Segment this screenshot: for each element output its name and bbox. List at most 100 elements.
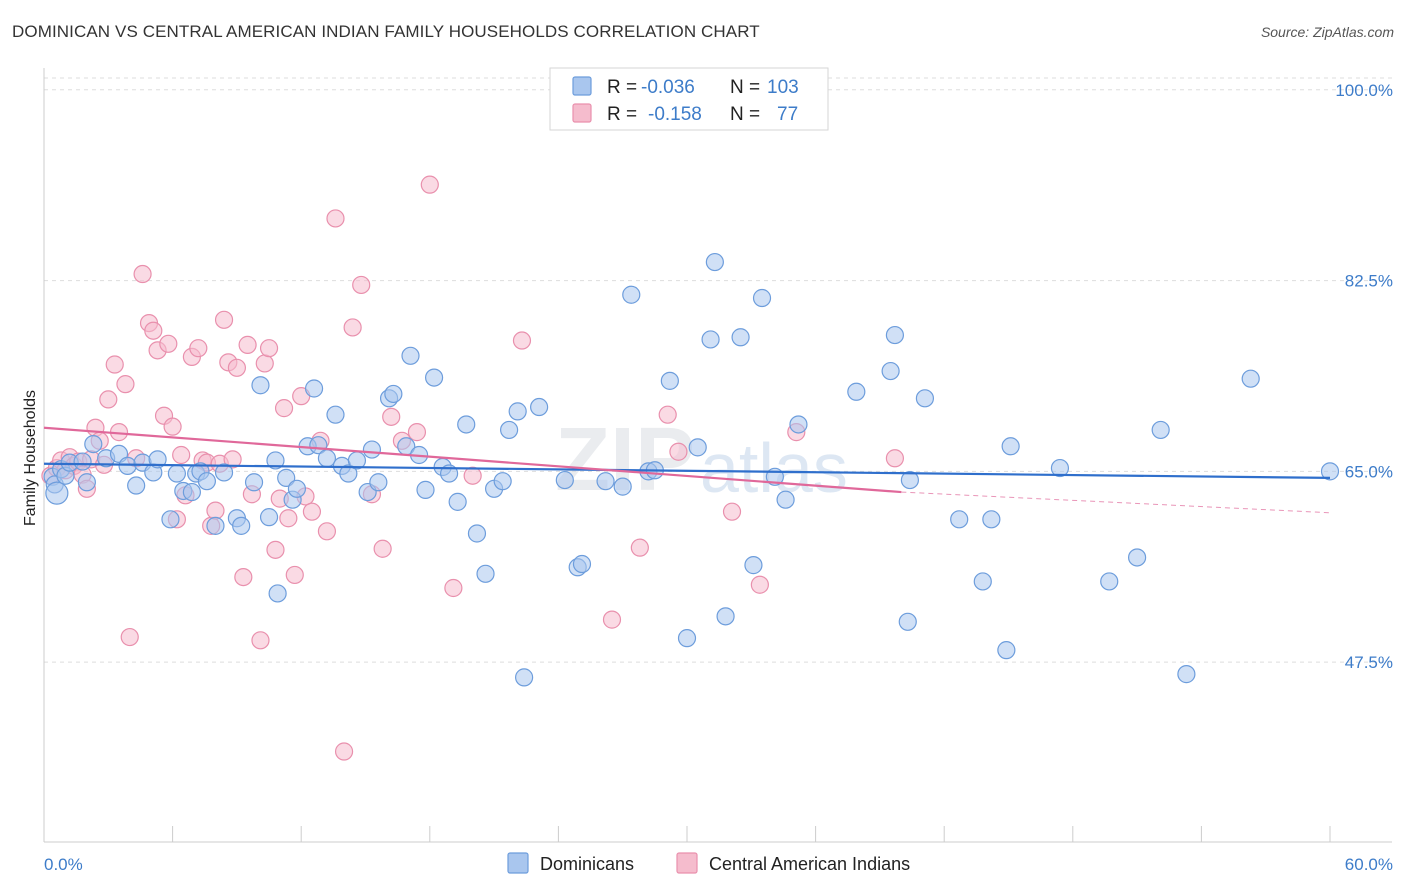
dominicans-point-51 [416, 480, 435, 499]
dominicans-point-90 [915, 389, 935, 408]
central-american-indians-point-40 [234, 567, 253, 587]
dominicans-point-83 [776, 490, 795, 509]
dominicans-point-15 [148, 450, 167, 469]
legend-r-label-0: R = [607, 77, 637, 98]
central-american-indians-point-76 [885, 449, 905, 468]
dominicans-point-17 [167, 464, 186, 483]
dominicans-point-76 [701, 330, 720, 349]
central-american-indians-point-64 [407, 423, 427, 442]
axes [43, 68, 1392, 843]
central-american-indians-point-55 [317, 522, 337, 541]
dominicans-point-57 [467, 524, 487, 543]
central-american-indians-point-50 [285, 565, 304, 585]
central-american-indians-point-62 [382, 407, 401, 426]
dominicans-point-19 [182, 482, 201, 502]
dominicans-point-64 [530, 397, 549, 417]
central-american-indians-point-25 [163, 417, 182, 436]
central-american-indians-point-70 [630, 538, 649, 557]
dominicans-point-97 [1100, 572, 1119, 591]
legend-n-label-0: N = [730, 77, 760, 98]
dominicans-point-49 [401, 346, 420, 365]
legend-n-value-1: 77 [777, 104, 798, 125]
dominicans-point-94 [997, 641, 1016, 660]
dominicans-point-16 [161, 510, 180, 529]
dominicans-point-12 [127, 476, 146, 495]
bottom-legend-swatch-central-american-indians [676, 852, 698, 874]
dominicans-point-62 [508, 402, 527, 421]
dominicans-point-7 [77, 473, 96, 492]
y-tick-label-1: 65.0% [1345, 462, 1393, 481]
x-tick-label-0: 0.0% [44, 855, 83, 874]
dominicans-point-38 [317, 449, 337, 468]
dominicans-point-56 [457, 415, 476, 434]
dominicans-point-92 [973, 572, 992, 591]
dominicans-point-55 [448, 492, 467, 511]
dominicans-point-79 [731, 328, 750, 347]
dominicans-point-84 [789, 415, 808, 434]
stats-legend: R = -0.036 N = 103 R = -0.158 N = 77 [549, 67, 829, 131]
central-american-indians-point-61 [373, 539, 392, 558]
dominicans-point-102 [1320, 462, 1340, 481]
y-tick-label-2: 82.5% [1345, 272, 1393, 291]
central-american-indians-point-66 [444, 578, 463, 598]
dominicans-point-34 [287, 479, 307, 498]
dominicans-point-95 [1001, 437, 1020, 456]
dominicans-point-98 [1127, 548, 1147, 567]
dominicans-point-63 [515, 668, 534, 687]
dominicans-point-44 [362, 440, 382, 459]
legend-swatch-central-american-indians [572, 103, 592, 123]
dominicans-point-39 [326, 405, 345, 424]
central-american-indians-point-73 [722, 502, 742, 521]
dominicans-point-88 [898, 612, 917, 631]
dominicans-point-89 [900, 470, 920, 490]
central-american-indians-point-71 [658, 405, 677, 424]
dominicans-point-61 [500, 420, 519, 440]
x-tick-label-1: 60.0% [1345, 855, 1393, 874]
dominicans-point-78 [716, 607, 735, 626]
central-american-indians-point-19 [133, 264, 152, 284]
legend-swatch-dominicans [572, 76, 592, 96]
dominicans-point-47 [384, 384, 403, 404]
central-american-indians-trend-extension [901, 491, 1331, 514]
dominicans-point-99 [1151, 420, 1170, 440]
chart-title: DOMINICAN VS CENTRAL AMERICAN INDIAN FAM… [12, 22, 760, 41]
central-american-indians-point-65 [420, 175, 439, 194]
dominicans-trend-line [43, 462, 1331, 479]
dominicans-point-65 [555, 470, 574, 490]
dominicans-point-80 [744, 556, 763, 575]
central-american-indians-point-69 [602, 610, 622, 629]
dominicans-point-28 [251, 376, 270, 395]
central-american-indians-point-72 [669, 442, 688, 461]
central-american-indians-point-49 [279, 509, 298, 528]
central-american-indians-point-39 [227, 358, 246, 377]
central-american-indians-point-34 [206, 501, 225, 520]
dominicans-point-69 [613, 477, 632, 496]
dominicans-point-32 [277, 468, 296, 487]
dominicans-point-85 [847, 382, 866, 401]
central-american-indians-point-30 [189, 339, 208, 358]
y-tick-label-0: 47.5% [1345, 653, 1393, 672]
central-american-indians-point-27 [172, 445, 191, 465]
legend-r-label-1: R = [607, 104, 637, 125]
trend-lines [43, 426, 1331, 514]
central-american-indians-point-13 [99, 390, 118, 409]
legend-r-value-1: -0.158 [648, 104, 702, 125]
dominicans-points [43, 252, 1340, 687]
dominicans-point-67 [572, 554, 592, 574]
central-american-indians-point-45 [259, 339, 279, 358]
dominicans-point-30 [266, 451, 285, 470]
dominicans-point-11 [118, 456, 137, 476]
dominicans-point-58 [476, 564, 495, 583]
dominicans-point-27 [244, 473, 264, 492]
central-american-indians-point-21 [144, 321, 163, 340]
dominicans-point-73 [660, 371, 679, 390]
central-american-indians-point-43 [251, 631, 270, 650]
legend-n-value-0: 103 [767, 77, 799, 98]
central-american-indians-point-41 [238, 335, 257, 354]
dominicans-point-74 [677, 629, 697, 648]
legend-r-value-0: -0.036 [641, 77, 695, 98]
central-american-indians-point-56 [326, 209, 345, 228]
dominicans-point-8 [84, 434, 103, 454]
central-american-indians-point-24 [159, 334, 178, 353]
central-american-indians-point-67 [463, 466, 482, 485]
